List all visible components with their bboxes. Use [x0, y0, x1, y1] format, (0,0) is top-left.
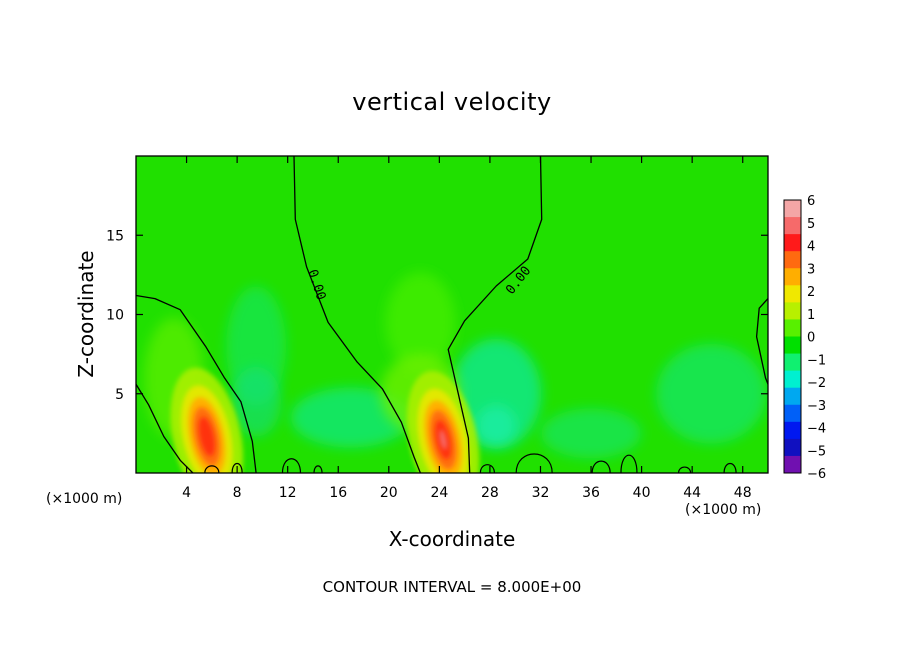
- x-unit-label-right: (×1000 m): [685, 502, 762, 518]
- colorbar-swatch: [784, 217, 801, 235]
- colorbar-tick-label: −3: [807, 399, 826, 414]
- surface-contour: [313, 465, 323, 473]
- x-tick-label: 12: [279, 485, 297, 501]
- colorbar-swatch: [784, 404, 801, 423]
- x-tick-label: 32: [532, 485, 550, 501]
- x-tick-label: 40: [633, 485, 651, 501]
- y-tick-label: 10: [106, 308, 124, 324]
- x-axis-label: X-coordinate: [0, 527, 904, 551]
- x-tick-label: 16: [329, 485, 347, 501]
- downdraft-region: [231, 366, 282, 437]
- surface-contour: [515, 453, 553, 473]
- colorbar-swatch: [784, 387, 801, 406]
- colorbar-swatch: [784, 285, 801, 303]
- updraft-core: [170, 367, 244, 473]
- heatmap-field: [136, 156, 768, 473]
- x-tick-label: 44: [683, 485, 701, 501]
- x-tick-label: 8: [233, 485, 242, 501]
- downdraft-region: [476, 405, 517, 446]
- zero-contour: [136, 383, 194, 473]
- colorbar-tick-label: −2: [807, 376, 826, 391]
- core-ring: [198, 416, 215, 457]
- colorbar-swatch: [784, 421, 801, 440]
- surface-contour: [620, 454, 638, 473]
- colorbar-tick-label: −5: [807, 444, 826, 459]
- zero-contour: [755, 298, 768, 385]
- colorbar-swatch: [784, 370, 801, 389]
- surface-contour: [723, 462, 737, 473]
- colorbar-swatch: [784, 302, 801, 320]
- colorbar-tick-label: 5: [807, 217, 815, 232]
- surface-contour: [204, 465, 220, 473]
- x-tick-label: 4: [182, 485, 191, 501]
- core-ring: [439, 429, 447, 450]
- zero-contour: [136, 294, 257, 473]
- colorbar-swatch: [784, 336, 801, 355]
- colorbar-tick-label: −4: [807, 422, 826, 437]
- colorbar-swatch: [784, 200, 801, 218]
- surface-contour: [479, 464, 495, 473]
- x-unit-label-left: (×1000 m): [46, 491, 123, 507]
- x-axis-label-text: X-coordinate: [388, 527, 516, 551]
- colorbar-frame: [783, 199, 802, 474]
- contour-interval-note: CONTOUR INTERVAL = 8.000E+00: [322, 578, 582, 596]
- zero-contour: [293, 156, 422, 473]
- zero-contour: [447, 156, 543, 473]
- y-tick-label: 15: [106, 228, 124, 244]
- colorbar-swatch: [784, 319, 801, 337]
- downdraft-region: [541, 408, 642, 459]
- colorbar-tick-label: 6: [807, 194, 815, 209]
- updraft-region: [385, 272, 456, 373]
- x-tick-label: 24: [430, 485, 448, 501]
- colorbar-swatch: [784, 438, 801, 457]
- colorbar-swatch: [784, 353, 801, 372]
- surface-contour: [281, 458, 302, 473]
- surface-contour: [591, 460, 611, 473]
- colorbar-tick-label: 2: [807, 285, 815, 300]
- x-tick-label: 28: [481, 485, 499, 501]
- colorbar-swatch: [784, 455, 801, 474]
- colorbar-tick-label: 4: [807, 240, 815, 255]
- surface-contour: [231, 462, 243, 473]
- x-tick-label: 48: [734, 485, 752, 501]
- downdraft-region: [656, 343, 767, 444]
- surface-contour: [677, 466, 692, 473]
- x-tick-label: 20: [380, 485, 398, 501]
- x-tick-label: 36: [582, 485, 600, 501]
- y-axis-label: Z-coordinate: [74, 250, 98, 378]
- y-tick-label: 5: [115, 387, 124, 403]
- colorbar-tick-label: 1: [807, 308, 815, 323]
- downdraft-region: [451, 338, 542, 449]
- colorbar-swatch: [784, 251, 801, 269]
- colorbar-swatch: [784, 234, 801, 252]
- chart-title: vertical velocity: [352, 88, 552, 116]
- colorbar-swatch: [784, 268, 801, 286]
- colorbar-tick-label: −6: [807, 467, 826, 482]
- colorbar-tick-label: 0: [807, 331, 815, 346]
- colorbar-tick-label: 3: [807, 262, 815, 277]
- downdraft-region: [290, 387, 411, 448]
- colorbar-tick-label: −1: [807, 353, 826, 368]
